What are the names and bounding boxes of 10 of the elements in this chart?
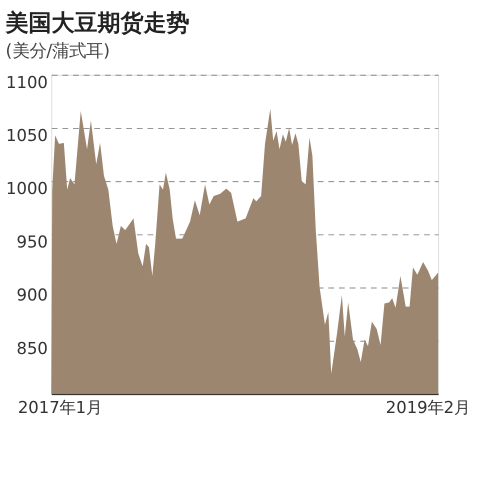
y-tick-label: 1050 xyxy=(6,126,48,146)
y-tick-label: 850 xyxy=(16,338,48,358)
chart-title: 美国大豆期货走势 xyxy=(4,9,190,36)
y-tick-label: 1100 xyxy=(6,72,48,92)
chart-subtitle: (美分/蒲式耳) xyxy=(6,41,110,62)
x-tick-label: 2017年1月 xyxy=(18,398,102,417)
y-tick-label: 900 xyxy=(16,286,48,305)
y-tick-label: 950 xyxy=(16,232,48,252)
y-tick-label: 1000 xyxy=(6,179,48,198)
x-tick-label: 2019年2月 xyxy=(386,398,470,417)
